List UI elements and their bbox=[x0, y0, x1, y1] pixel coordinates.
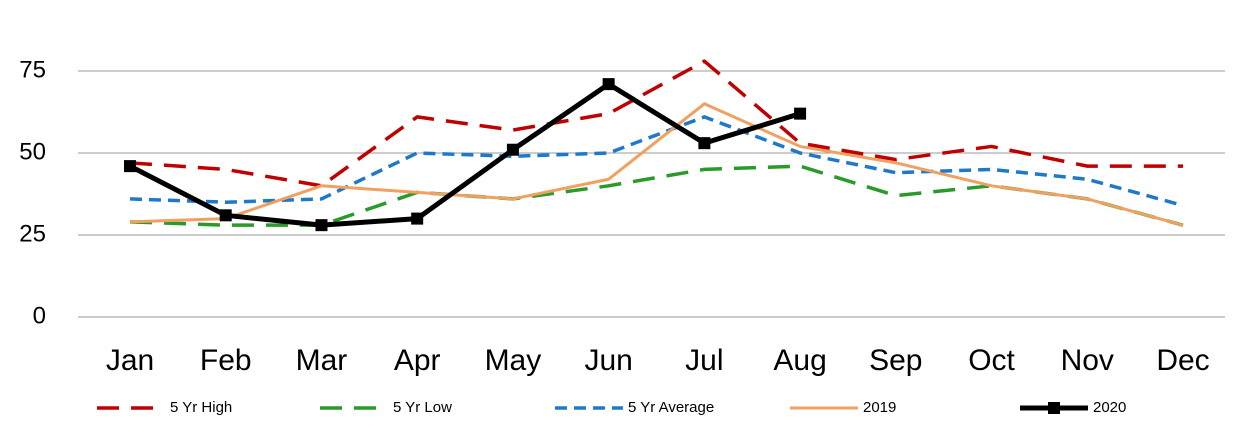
y-tick-label: 50 bbox=[19, 138, 46, 165]
x-tick-label: Mar bbox=[296, 344, 348, 377]
x-tick-label: Jun bbox=[584, 344, 632, 377]
y-tick-label: 75 bbox=[19, 56, 46, 83]
series-line bbox=[129, 102, 1184, 227]
x-tick-label: May bbox=[485, 344, 542, 377]
line-marker bbox=[506, 143, 519, 156]
y-tick-label: 0 bbox=[33, 302, 46, 329]
x-tick-label: Jan bbox=[106, 344, 154, 377]
x-tick-label: Oct bbox=[968, 344, 1015, 377]
legend-label: 2019 bbox=[863, 399, 896, 416]
legend-label: 5 Yr High bbox=[170, 399, 232, 416]
line-marker bbox=[602, 78, 615, 91]
x-tick-label: Aug bbox=[773, 344, 826, 377]
line-marker bbox=[315, 219, 328, 232]
series-line bbox=[129, 115, 1184, 208]
legend-label: 5 Yr Average bbox=[628, 399, 714, 416]
line-marker bbox=[794, 107, 807, 120]
y-tick-label: 25 bbox=[19, 220, 46, 247]
line-marker bbox=[219, 209, 232, 222]
series-line bbox=[129, 59, 1183, 188]
x-tick-label: Dec bbox=[1156, 344, 1209, 377]
y-tick-label: 100 bbox=[6, 0, 46, 1]
series-line bbox=[128, 81, 801, 228]
line-marker bbox=[411, 212, 424, 225]
x-tick-label: Feb bbox=[200, 344, 252, 377]
x-tick-label: Sep bbox=[869, 344, 922, 377]
series-line bbox=[129, 164, 1184, 227]
line-marker bbox=[698, 137, 711, 150]
x-tick-label: Nov bbox=[1061, 344, 1114, 377]
line-marker bbox=[124, 160, 136, 173]
legend-label: 5 Yr Low bbox=[393, 399, 452, 416]
legend-label: 2020 bbox=[1093, 399, 1126, 416]
legend-marker bbox=[1048, 402, 1060, 414]
x-tick-label: Apr bbox=[394, 344, 441, 377]
x-tick-label: Jul bbox=[685, 344, 723, 377]
